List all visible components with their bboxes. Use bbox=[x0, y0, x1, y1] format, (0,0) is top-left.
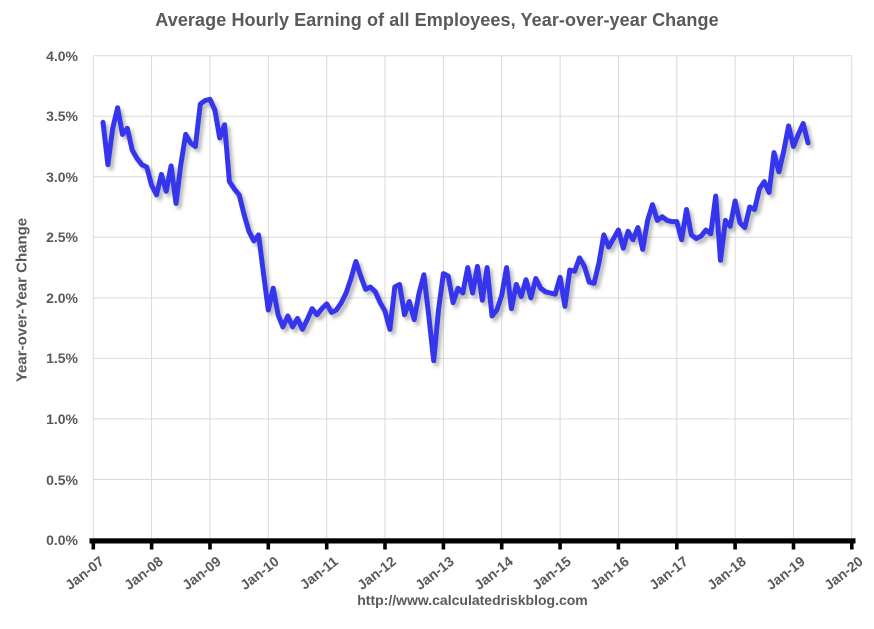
x-axis-tick bbox=[91, 543, 96, 550]
x-axis-tick bbox=[733, 543, 737, 550]
x-axis-tick bbox=[149, 543, 154, 550]
chart-title: Average Hourly Earning of all Employees,… bbox=[155, 10, 719, 30]
footer-url: http://www.calculatedriskblog.com bbox=[357, 592, 588, 608]
x-axis-line bbox=[89, 538, 856, 544]
data-series-line bbox=[100, 96, 811, 364]
x-axis-tick bbox=[558, 543, 562, 550]
y-tick-label: 1.5% bbox=[46, 350, 78, 367]
x-axis-tick bbox=[383, 543, 387, 550]
x-axis-tick bbox=[675, 543, 679, 550]
y-tick-label: 3.5% bbox=[46, 108, 78, 125]
x-axis-tick bbox=[441, 543, 446, 550]
x-axis-tick bbox=[791, 543, 796, 550]
x-axis-tick bbox=[266, 543, 271, 550]
x-axis-tick bbox=[499, 543, 504, 550]
x-axis-tick bbox=[850, 543, 854, 550]
x-axis-tick bbox=[208, 543, 212, 550]
y-tick-label: 2.5% bbox=[46, 229, 78, 246]
y-tick-label: 2.0% bbox=[46, 289, 78, 306]
y-tick-label: 0.0% bbox=[46, 532, 78, 548]
y-tick-label: 0.5% bbox=[46, 471, 78, 488]
x-axis-tick bbox=[616, 543, 621, 550]
y-tick-label: 1.0% bbox=[46, 410, 78, 427]
y-tick-label: 4.0% bbox=[46, 47, 78, 64]
y-tick-label: 3.0% bbox=[46, 168, 78, 185]
x-axis-tick bbox=[324, 543, 329, 550]
